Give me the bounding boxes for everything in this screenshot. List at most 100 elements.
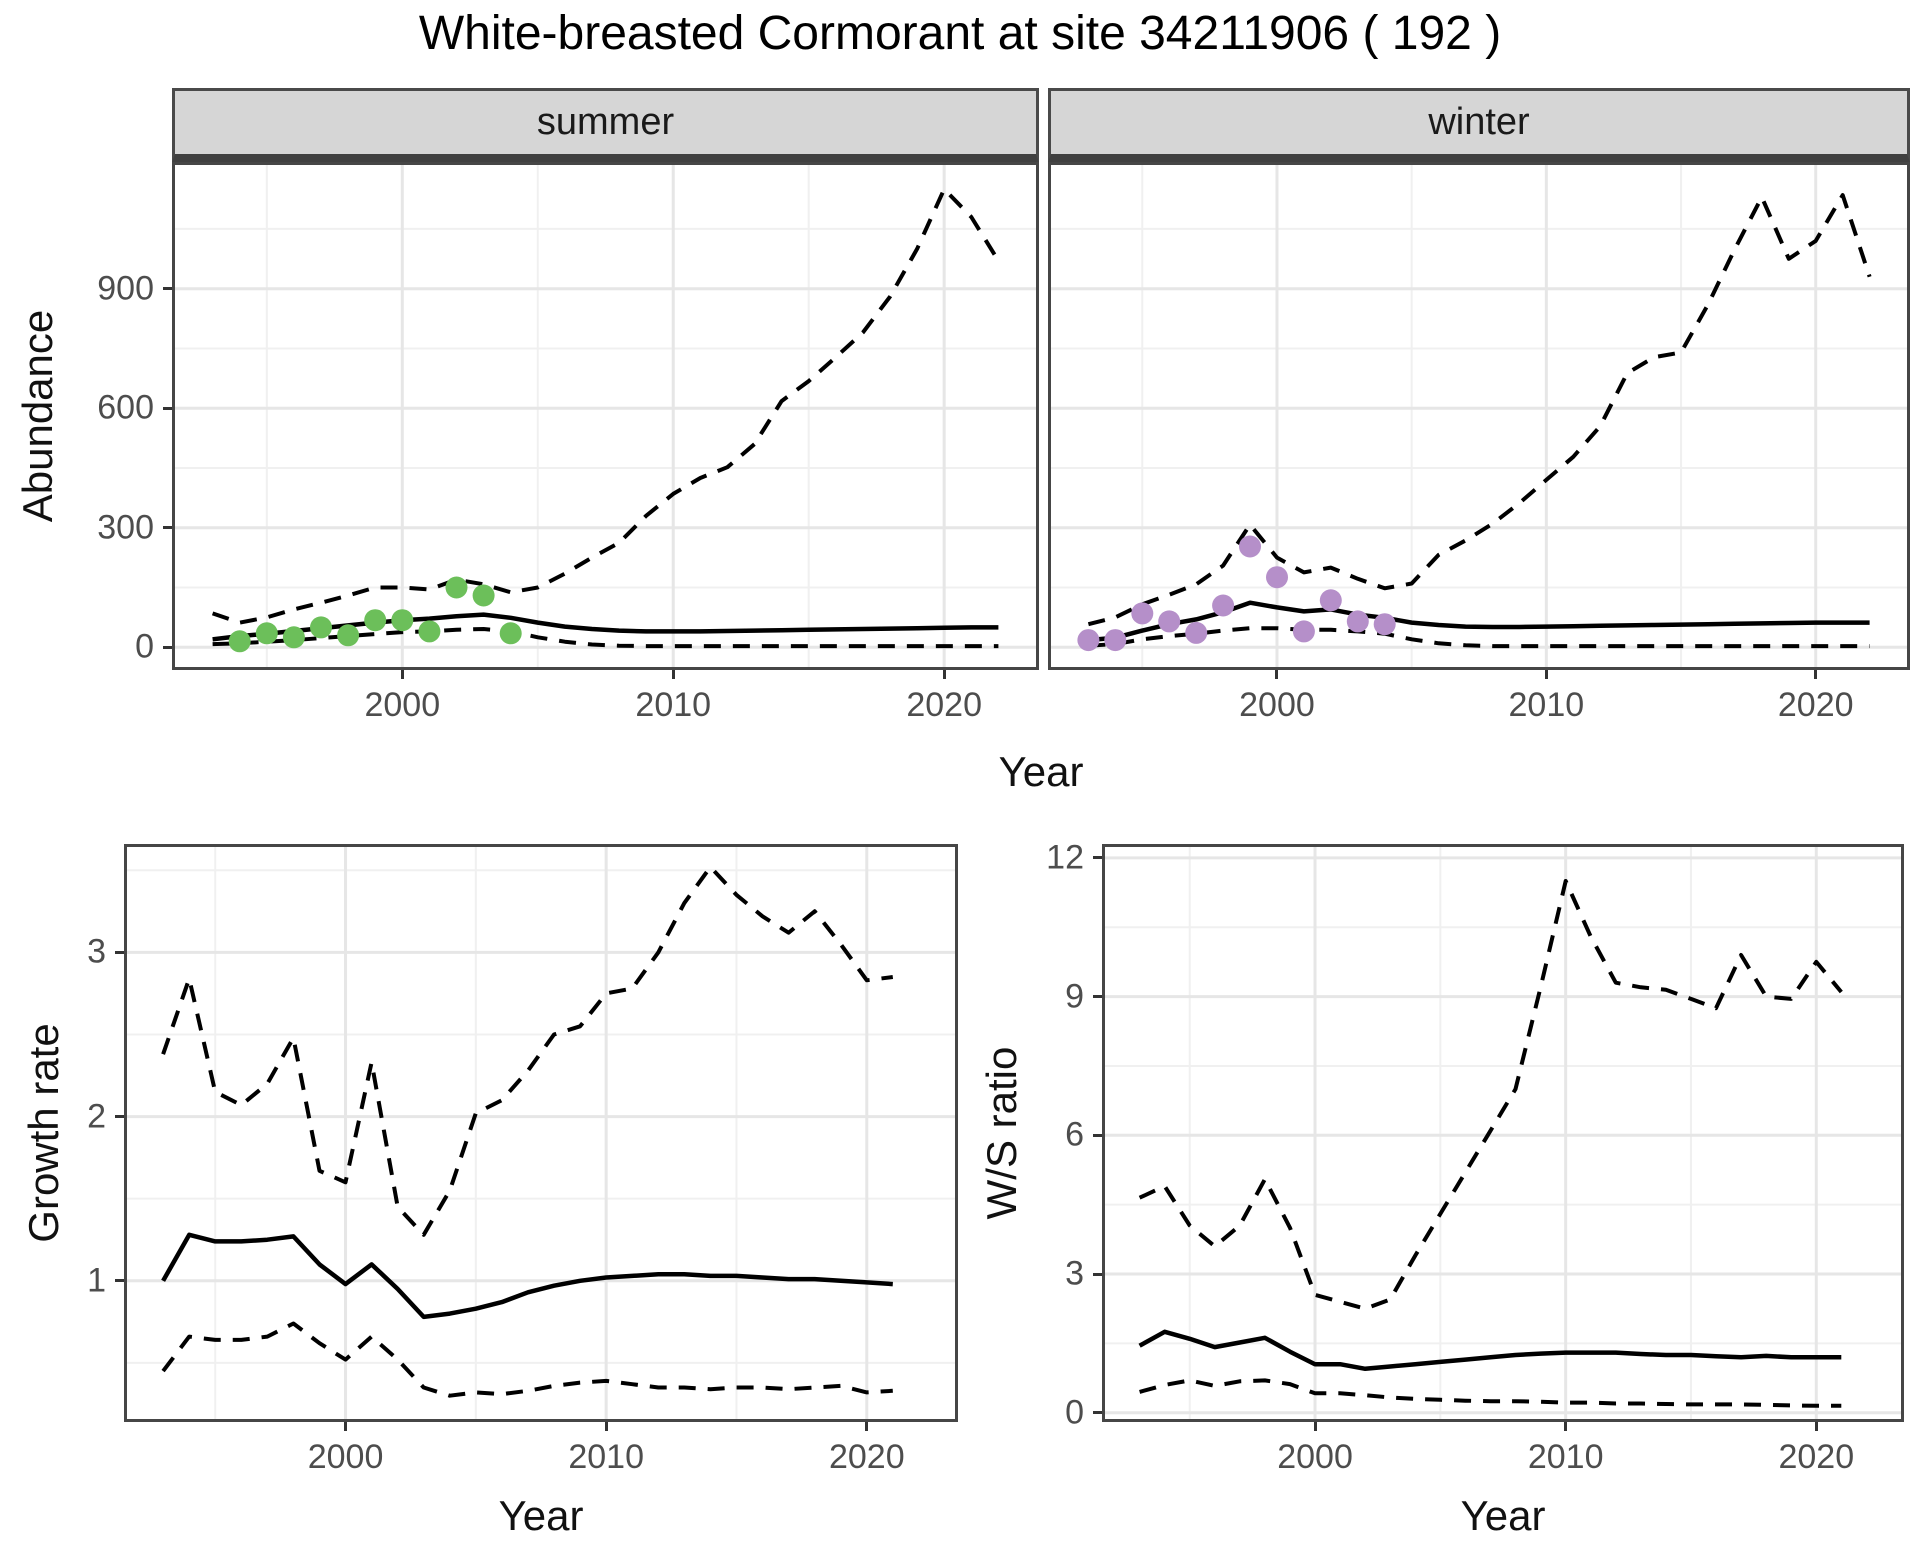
winter-upper_ci-line: [1087, 193, 1872, 627]
y-tick-label: 12: [1046, 838, 1084, 877]
x-tick-label: 2000: [364, 686, 441, 724]
y-tick-mark: [115, 1279, 124, 1283]
x-tick-mark: [865, 1422, 869, 1431]
x-axis-title-year-top: Year: [998, 748, 1084, 795]
y-tick-mark: [115, 1115, 124, 1119]
x-tick-mark: [344, 1422, 348, 1431]
growth-rate-panel-upper_ci-line: [161, 865, 894, 1237]
w-s-ratio-panel-upper_ci-line: [1138, 879, 1843, 1311]
y-tick-mark: [115, 950, 124, 954]
x-tick-mark: [942, 670, 946, 679]
growth-rate-panel-estimate-line: [161, 1232, 893, 1320]
winter-observations-point: [1346, 610, 1369, 633]
facet-strip-summer-label: summer: [536, 101, 675, 143]
x-tick-label: 2000: [1239, 686, 1315, 724]
y-tick-mark: [1093, 1272, 1102, 1276]
winter-observations-point: [1158, 610, 1181, 633]
abundance-summer-plot-area: [172, 162, 1039, 670]
y-tick-mark: [163, 645, 172, 649]
x-tick-label: 2020: [1777, 686, 1854, 724]
y-tick-label: 1: [87, 1261, 106, 1300]
x-tick-label: 2000: [1277, 1438, 1353, 1476]
summer-observations-point: [337, 624, 360, 647]
y-tick-label: 3: [87, 932, 106, 971]
x-tick-label: 2010: [568, 1438, 644, 1476]
y-tick-label: 9: [1065, 977, 1084, 1016]
y-tick-mark: [1093, 1411, 1102, 1415]
panel-ws-ratio: [1102, 844, 1904, 1422]
y-tick-mark: [1093, 995, 1102, 999]
x-tick-label: 2010: [1508, 686, 1585, 724]
winter-observations-point: [1131, 602, 1154, 625]
winter-observations-point: [1292, 620, 1315, 643]
y-tick-label: 900: [97, 269, 154, 308]
x-tick-mark: [1275, 670, 1279, 679]
winter-observations-point: [1319, 589, 1342, 612]
winter-observations-point: [1104, 629, 1127, 652]
winter-observations-point: [1185, 621, 1208, 644]
w-s-ratio-panel-lower_ci-line: [1139, 1378, 1842, 1408]
summer-observations-point: [228, 630, 251, 653]
winter-observations-point: [1373, 613, 1396, 636]
x-tick-label: 2020: [1778, 1438, 1855, 1476]
facet-strip-winter-label: winter: [1428, 101, 1530, 143]
x-tick-mark: [1814, 670, 1818, 679]
growth-rate-plot-area: [124, 844, 958, 1422]
y-tick-label: 3: [1065, 1254, 1084, 1293]
winter-lower_ci-line: [1088, 626, 1870, 649]
winter-observations-point: [1266, 566, 1288, 589]
y-axis-title-ws-ratio: W/S ratio: [978, 1046, 1025, 1220]
panel-abundance-winter: [1048, 162, 1910, 670]
y-tick-label: 0: [135, 627, 154, 666]
x-tick-label: 2000: [307, 1438, 384, 1476]
summer-observations-point: [310, 616, 332, 639]
abundance-winter-plot-area: [1048, 162, 1910, 670]
summer-upper_ci-line: [211, 187, 1001, 625]
x-tick-mark: [671, 670, 675, 679]
x-tick-label: 2010: [635, 686, 712, 724]
x-tick-mark: [1544, 670, 1548, 679]
summer-observations-point: [282, 626, 305, 649]
winter-observations-point: [1212, 594, 1235, 617]
summer-observations-point: [472, 584, 495, 607]
winter-observations-point: [1239, 535, 1261, 558]
x-axis-title-year-growth: Year: [498, 1492, 584, 1539]
summer-observations-point: [418, 620, 441, 643]
y-tick-label: 2: [87, 1097, 106, 1136]
y-axis-title-growth-rate: Growth rate: [20, 1023, 67, 1243]
summer-observations-point: [391, 609, 414, 632]
facet-strip-winter: winter: [1048, 88, 1910, 162]
summer-observations-point: [445, 576, 468, 599]
facet-strip-summer: summer: [172, 88, 1039, 162]
x-tick-label: 2020: [828, 1438, 905, 1476]
winter-observations-point: [1077, 629, 1100, 652]
y-axis-title-abundance: Abundance: [14, 309, 61, 523]
panel-abundance-summer: [172, 162, 1039, 670]
y-tick-mark: [163, 526, 172, 530]
summer-observations-point: [364, 609, 387, 632]
y-tick-mark: [163, 287, 172, 291]
x-tick-label: 2020: [906, 686, 982, 724]
w-s-ratio-panel-estimate-line: [1138, 1329, 1842, 1372]
y-tick-mark: [1093, 856, 1102, 860]
y-tick-label: 6: [1065, 1115, 1084, 1154]
x-tick-label: 2010: [1527, 1438, 1604, 1476]
x-tick-mark: [1313, 1422, 1317, 1431]
x-tick-mark: [1564, 1422, 1568, 1431]
growth-rate-panel-lower_ci-line: [161, 1321, 893, 1398]
x-tick-mark: [1814, 1422, 1818, 1431]
summer-observations-point: [499, 622, 522, 645]
y-tick-mark: [163, 406, 172, 410]
x-axis-title-year-ws: Year: [1460, 1492, 1546, 1539]
panel-growth-rate: [124, 844, 958, 1422]
x-tick-mark: [400, 670, 404, 679]
y-tick-label: 0: [1065, 1393, 1084, 1432]
x-tick-mark: [604, 1422, 608, 1431]
summer-observations-point: [255, 622, 278, 645]
y-tick-label: 600: [97, 388, 154, 427]
y-tick-label: 300: [97, 508, 154, 547]
y-tick-mark: [1093, 1133, 1102, 1137]
chart-title: White-breasted Cormorant at site 3421190…: [418, 7, 1502, 60]
ws-ratio-plot-area: [1102, 844, 1904, 1422]
